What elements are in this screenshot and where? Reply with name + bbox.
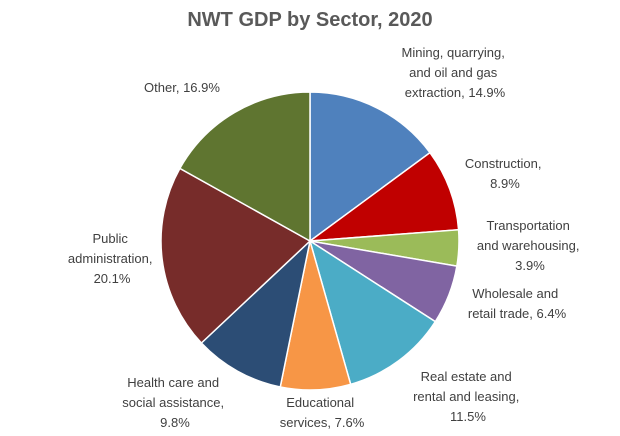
data-label: Wholesale and retail trade, 6.4% (468, 286, 567, 321)
data-label: Public administration, 20.1% (68, 231, 156, 286)
pie-slice (307, 151, 460, 242)
data-label: Educational services, 7.6% (280, 395, 365, 430)
chart-title: NWT GDP by Sector, 2020 (187, 9, 432, 31)
pie-slice (178, 91, 311, 243)
data-label: Construction, 8.9% (465, 156, 545, 191)
pie-slice (200, 238, 312, 388)
pie-slice (160, 167, 312, 345)
pie-slice (309, 91, 432, 243)
data-label: Transportation and warehousing, 3.9% (477, 218, 583, 273)
pie-slice (308, 239, 437, 386)
data-label: Mining, quarrying, and oil and gas extra… (402, 45, 509, 100)
data-label: Real estate and rental and leasing, 11.5… (413, 369, 523, 424)
data-label: Other, 16.9% (144, 80, 220, 95)
data-label: Health care and social assistance, 9.8% (122, 375, 228, 430)
